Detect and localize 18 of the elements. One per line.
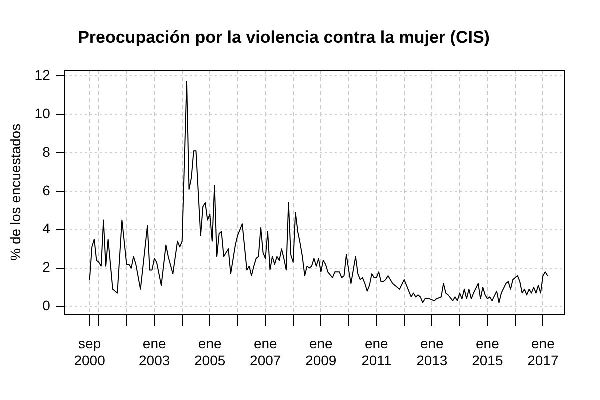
y-tick-label: 6 (42, 182, 51, 198)
x-tick-label: ene 2013 (416, 336, 448, 368)
y-tick-label: 8 (42, 144, 51, 160)
y-tick-label: 10 (34, 105, 51, 122)
x-tick-label: ene 2007 (250, 336, 282, 368)
x-tick-label: ene 2017 (528, 336, 559, 368)
chart-title: Preocupación por la violencia contra la mujer (CIS) (78, 28, 490, 47)
x-tick-label: ene 2011 (362, 336, 392, 368)
x-tick-label: sep 2000 (74, 336, 106, 368)
y-tick-label: 2 (42, 259, 51, 276)
y-tick-label: 12 (34, 67, 51, 84)
y-tick-label: 4 (42, 220, 51, 237)
x-tick-label: ene 2015 (472, 336, 504, 368)
y-tick-label: 0 (42, 298, 51, 314)
y-axis-title: % de los encuestados (7, 124, 24, 261)
x-tick-label: ene 2003 (139, 336, 170, 368)
x-tick-label: ene 2009 (306, 336, 337, 368)
x-tick-label: ene 2005 (194, 336, 226, 368)
